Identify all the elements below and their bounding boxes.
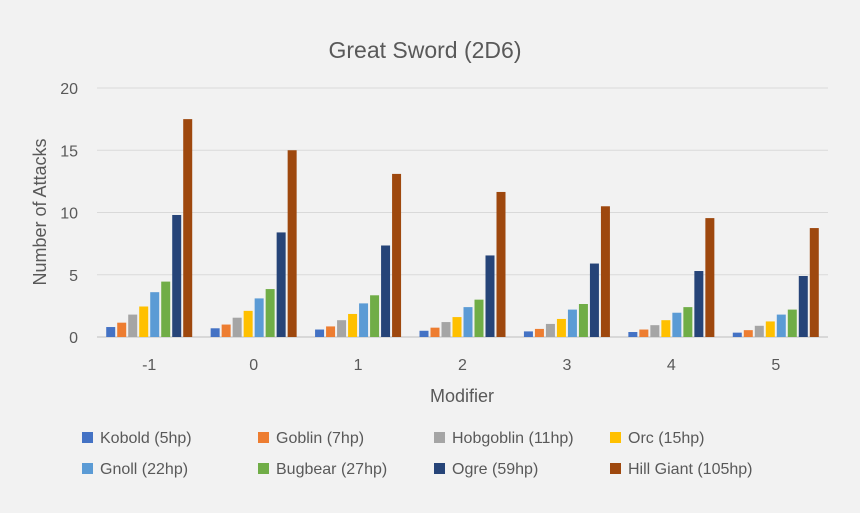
bar [705, 218, 715, 337]
bar [683, 307, 693, 337]
x-tick-label: 2 [458, 357, 467, 374]
legend-label: Hobgoblin (11hp) [452, 430, 574, 447]
bar [694, 271, 704, 337]
bar [161, 281, 171, 337]
gridlines [97, 87, 828, 338]
bar [732, 332, 742, 337]
y-axis-title: Number of Attacks [30, 138, 50, 285]
bar [287, 150, 297, 337]
bar [545, 323, 555, 337]
bar [370, 295, 380, 337]
legend-label: Kobold (5hp) [100, 430, 192, 447]
y-tick-label: 20 [60, 81, 78, 98]
bar [232, 317, 242, 337]
legend-swatch [258, 463, 269, 474]
bar [326, 326, 336, 337]
legend-label: Gnoll (22hp) [100, 461, 188, 478]
legend-swatch [610, 463, 621, 474]
bar [419, 330, 429, 337]
bar [348, 313, 358, 337]
x-tick-label: 4 [667, 357, 676, 374]
bar [523, 331, 533, 337]
bar [139, 306, 149, 337]
legend-swatch [82, 432, 93, 443]
y-tick-label: 10 [60, 206, 78, 223]
bar [254, 298, 264, 337]
legend-label: Hill Giant (105hp) [628, 461, 753, 478]
bar [754, 325, 764, 337]
bar [221, 324, 231, 337]
bar [265, 289, 275, 337]
x-tick-label: 3 [562, 357, 571, 374]
bar [183, 119, 193, 337]
bar [567, 309, 577, 337]
legend-label: Ogre (59hp) [452, 461, 538, 478]
bar [315, 329, 325, 337]
legend-label: Goblin (7hp) [276, 430, 364, 447]
x-axis-title: Modifier [430, 386, 494, 406]
bar [150, 292, 160, 337]
legend-swatch [434, 463, 445, 474]
legend-swatch [258, 432, 269, 443]
bar [589, 263, 599, 337]
chart-title: Great Sword (2D6) [328, 37, 521, 63]
bar [463, 307, 473, 337]
bar [743, 330, 753, 337]
bar [765, 321, 775, 337]
bar [337, 320, 347, 337]
legend-label: Bugbear (27hp) [276, 461, 387, 478]
bar [776, 314, 786, 337]
bar [441, 322, 451, 337]
bar [474, 299, 484, 337]
bar [128, 314, 138, 337]
bar [639, 329, 649, 337]
legend-label: Orc (15hp) [628, 430, 704, 447]
bar [600, 206, 610, 337]
bar [452, 317, 462, 337]
legend-swatch [82, 463, 93, 474]
bar [430, 327, 440, 337]
bar [809, 228, 819, 337]
x-tick-label: -1 [142, 357, 156, 374]
bar [534, 328, 544, 337]
bar [578, 304, 588, 337]
y-tick-label: 0 [69, 330, 78, 347]
bar [496, 191, 506, 337]
y-tick-label: 5 [69, 268, 78, 285]
x-tick-label: 5 [771, 357, 780, 374]
legend: Kobold (5hp) Goblin (7hp) Hobgoblin (11hp)… [82, 430, 753, 478]
legend-swatch [610, 432, 621, 443]
bar [106, 327, 116, 337]
bar [359, 303, 369, 337]
bar [381, 245, 391, 337]
x-tick-label: 0 [249, 357, 258, 374]
bar [172, 214, 182, 337]
bar [798, 275, 808, 337]
x-tick-label: 1 [354, 357, 363, 374]
bar [650, 325, 660, 337]
bars [106, 119, 819, 337]
y-tick-labels: 0 5 10 15 20 [60, 81, 78, 347]
bar [661, 320, 671, 337]
bar [276, 232, 286, 337]
bar [392, 173, 402, 337]
bar [243, 310, 253, 337]
bar [210, 328, 220, 337]
bar [672, 312, 682, 337]
bar [485, 255, 495, 337]
bar [628, 332, 638, 337]
bar [787, 309, 797, 337]
legend-swatch [434, 432, 445, 443]
bar [117, 322, 127, 337]
bar [556, 318, 566, 337]
x-tick-labels: -1 0 1 2 3 4 5 [142, 357, 780, 374]
y-tick-label: 15 [60, 143, 78, 160]
